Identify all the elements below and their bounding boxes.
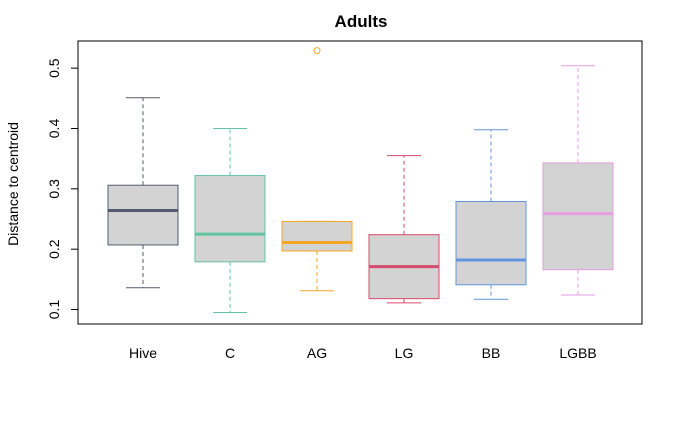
box-hive <box>107 97 179 289</box>
box-iqr <box>107 184 179 246</box>
x-tick-label: Hive <box>129 345 157 361</box>
box-iqr <box>281 220 353 252</box>
chart-title: Adults <box>335 12 388 31</box>
y-tick-label: 0.3 <box>46 179 62 199</box>
y-tick-label: 0.2 <box>46 239 62 259</box>
x-tick-label: LGBB <box>559 345 596 361</box>
plot-frame <box>77 40 643 325</box>
box-c <box>194 127 266 314</box>
x-tick-label: AG <box>307 345 327 361</box>
y-tick-label: 0.5 <box>46 58 62 78</box>
box-bb <box>455 129 527 300</box>
box-iqr <box>542 162 614 271</box>
x-tick-label: LG <box>395 345 414 361</box>
x-axis: Hive C AG LG BB LGBB <box>129 345 597 361</box>
boxes <box>107 47 614 314</box>
y-axis: 0.1 0.2 0.3 0.4 0.5 <box>46 58 78 319</box>
box-iqr <box>455 201 527 286</box>
outlier-point <box>313 47 321 55</box>
box-iqr <box>194 175 266 263</box>
x-tick-label: BB <box>482 345 501 361</box>
y-tick-label: 0.4 <box>46 119 62 139</box>
y-tick-label: 0.1 <box>46 300 62 320</box>
y-axis-label: Distance to centroid <box>5 122 21 246</box>
box-lg <box>368 155 440 304</box>
x-tick-label: C <box>225 345 235 361</box>
box-ag <box>281 47 353 292</box>
box-lgbb <box>542 65 614 296</box>
